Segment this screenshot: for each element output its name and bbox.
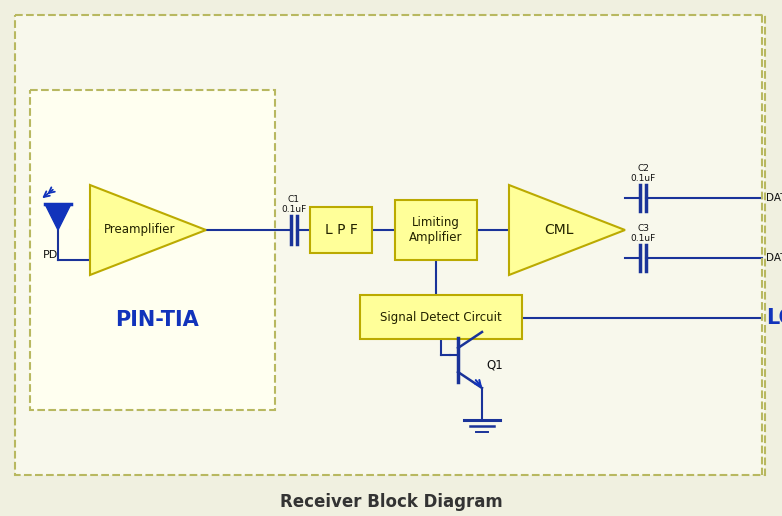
Text: CML: CML bbox=[544, 223, 574, 237]
Bar bbox=[360, 295, 522, 339]
Text: PD: PD bbox=[42, 250, 58, 260]
Bar bbox=[395, 200, 477, 260]
Bar bbox=[15, 15, 765, 475]
Text: C1
0.1uF: C1 0.1uF bbox=[282, 195, 307, 214]
Text: C3
0.1uF: C3 0.1uF bbox=[630, 223, 655, 243]
Text: LOS: LOS bbox=[766, 308, 782, 328]
Polygon shape bbox=[509, 185, 625, 275]
Text: Signal Detect Circuit: Signal Detect Circuit bbox=[380, 311, 502, 324]
Text: DATA OUT-: DATA OUT- bbox=[766, 253, 782, 263]
Polygon shape bbox=[90, 185, 206, 275]
Text: L P F: L P F bbox=[325, 223, 357, 237]
Text: PIN-TIA: PIN-TIA bbox=[116, 311, 199, 330]
Text: Q1: Q1 bbox=[486, 359, 503, 372]
Bar bbox=[310, 207, 372, 253]
Text: DATA OUT+: DATA OUT+ bbox=[766, 193, 782, 203]
Text: Preamplifier: Preamplifier bbox=[104, 223, 176, 236]
Bar bbox=[30, 90, 275, 410]
Text: Receiver Block Diagram: Receiver Block Diagram bbox=[280, 493, 502, 511]
Text: C2
0.1uF: C2 0.1uF bbox=[630, 164, 655, 183]
Polygon shape bbox=[45, 204, 71, 230]
Text: Limiting
Amplifier: Limiting Amplifier bbox=[409, 216, 463, 244]
